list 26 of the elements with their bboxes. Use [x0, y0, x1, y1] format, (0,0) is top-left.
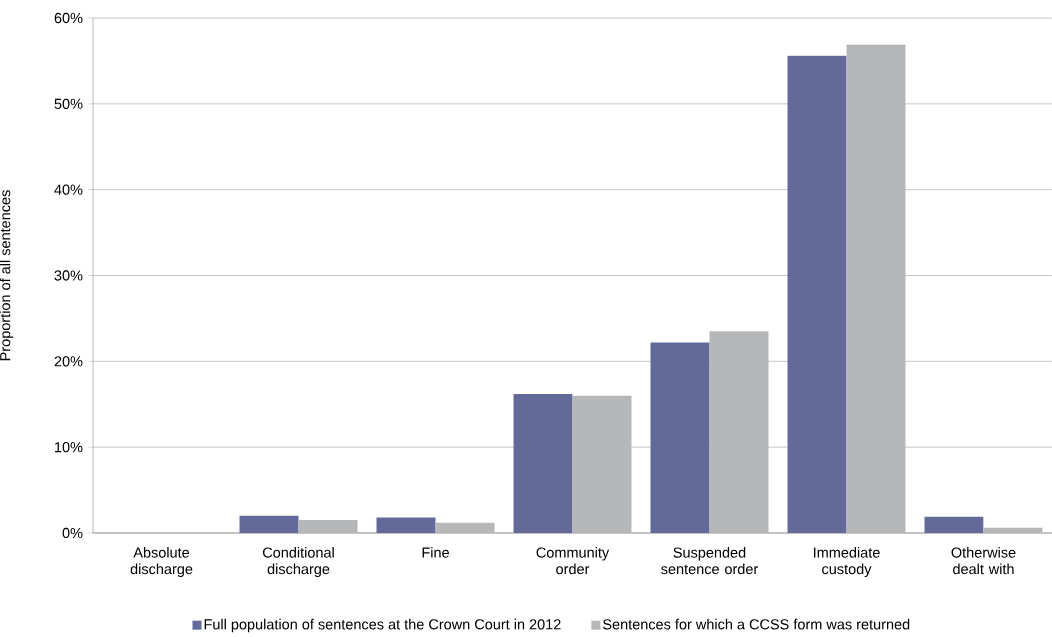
- legend-label: Full population of sentences at the Crown Court in 2012: [204, 618, 561, 633]
- x-tick-label: Absolute discharge: [130, 547, 193, 578]
- bar: [376, 517, 436, 533]
- y-tick-label: 60%: [54, 12, 83, 24]
- x-tick-label: Conditional discharge: [262, 547, 334, 578]
- y-tick-label: 50%: [54, 98, 83, 109]
- y-tick-label: 30%: [54, 270, 83, 281]
- y-axis-title: Proportion of all sentences: [0, 190, 14, 361]
- bar: [983, 527, 1043, 533]
- x-tick-label: Otherwise dealt with: [951, 547, 1016, 575]
- bar: [787, 55, 847, 533]
- y-tick-label: 40%: [54, 184, 83, 195]
- bar: [298, 520, 358, 533]
- y-tick-label: 10%: [55, 442, 83, 453]
- bar: [650, 342, 710, 533]
- y-tick-label: 0%: [62, 527, 83, 539]
- x-tick-label: Immediate custody: [813, 547, 880, 578]
- x-tick-label: Suspended sentence order: [661, 547, 759, 575]
- y-tick-label: 20%: [54, 356, 83, 367]
- legend-label: Sentences for which a CCSS form was returned: [603, 618, 910, 630]
- x-tick-label: Community order: [536, 547, 610, 575]
- bar: [924, 516, 984, 533]
- bar: [435, 522, 495, 533]
- bar: [513, 393, 573, 533]
- bar: [239, 515, 299, 533]
- x-tick-label: Fine: [422, 547, 449, 558]
